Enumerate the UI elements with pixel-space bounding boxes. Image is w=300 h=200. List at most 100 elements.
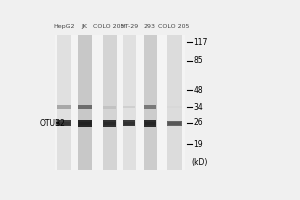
Bar [58,89,71,93]
Bar [144,72,156,76]
Bar [58,101,71,105]
Bar [167,105,182,109]
Bar [167,35,182,170]
Bar [144,35,157,170]
Bar [103,101,116,105]
Text: 85: 85 [193,56,203,65]
Bar [123,82,136,86]
Bar [123,106,136,108]
Bar [144,88,156,91]
Bar [78,105,92,109]
Bar [167,121,182,126]
Bar [103,78,116,82]
Bar [103,84,116,88]
Bar [103,76,116,80]
Bar [103,89,116,93]
Bar [78,76,92,80]
Bar [78,95,92,99]
Bar [144,89,156,93]
Bar [144,95,156,99]
Bar [103,99,116,103]
Bar [78,84,92,88]
Bar [144,74,156,78]
Text: HepG2: HepG2 [53,24,75,29]
Bar [58,84,71,88]
Bar [123,74,136,78]
Bar [103,86,116,89]
Bar [144,80,156,84]
Bar [167,86,182,89]
Bar [144,105,156,109]
Bar [58,93,71,97]
Bar [144,103,156,107]
Bar [123,93,136,97]
Bar [103,70,116,74]
Bar [78,88,92,91]
Bar [144,78,156,82]
Bar [58,122,70,125]
Bar [58,105,71,109]
Bar [58,82,71,86]
Bar [144,99,156,103]
Bar [58,74,71,78]
Bar [167,103,182,107]
Bar [167,101,182,105]
Bar [123,99,136,103]
Bar [103,80,116,84]
Bar [78,70,92,74]
Bar [78,72,92,76]
Bar [103,122,116,125]
Bar [58,70,71,74]
Bar [58,107,71,111]
Bar [123,72,136,76]
Bar [167,93,182,97]
Bar [79,122,91,125]
Text: HT-29: HT-29 [120,24,139,29]
Bar [103,91,116,95]
Bar [167,97,182,101]
Bar [167,99,182,103]
Text: 48: 48 [193,86,203,95]
Bar [123,101,136,105]
Bar [144,84,156,88]
Bar [123,107,136,111]
Bar [123,95,136,99]
Bar [103,82,116,86]
Text: 117: 117 [193,38,208,47]
Bar [78,97,92,101]
Bar [58,76,71,80]
Bar [58,72,71,76]
Bar [144,82,156,86]
Bar [58,86,71,89]
Bar [78,105,92,109]
Bar [144,107,156,111]
Bar [167,76,182,80]
Bar [78,82,92,86]
Bar [123,91,136,95]
Bar [58,78,71,82]
Text: (kD): (kD) [191,158,207,167]
Bar [55,35,185,170]
Bar [58,91,71,95]
Bar [123,120,136,126]
Bar [78,107,92,111]
Bar [144,86,156,89]
Bar [78,78,92,82]
Bar [123,84,136,88]
Bar [167,107,182,111]
Text: 34: 34 [193,103,203,112]
Bar [144,101,156,105]
Bar [78,86,92,89]
Bar [167,74,182,78]
Bar [168,122,181,125]
Bar [58,103,71,107]
Bar [123,89,136,93]
Bar [103,120,116,127]
Bar [103,103,116,107]
Bar [144,120,156,127]
Bar [123,78,136,82]
Bar [103,107,116,111]
Bar [78,89,92,93]
Bar [103,35,117,170]
Bar [144,105,156,109]
